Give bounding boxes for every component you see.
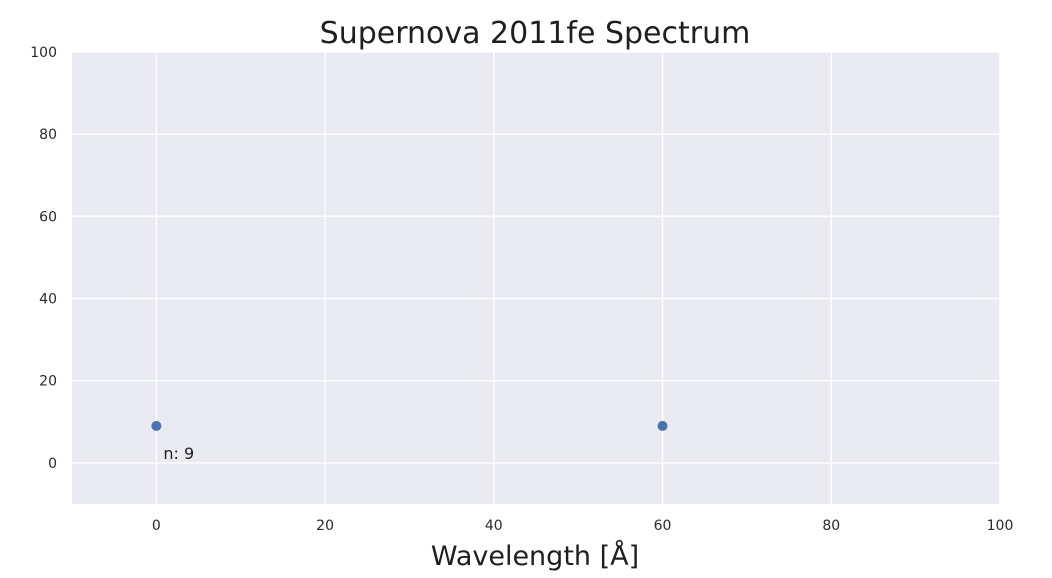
x-tick-label: 20 [316, 518, 334, 534]
x-tick-label: 40 [485, 518, 503, 534]
y-tick-label: 0 [48, 456, 57, 472]
y-tick-label: 80 [39, 127, 57, 143]
y-tick-label: 40 [39, 292, 57, 308]
x-tick-label: 0 [152, 518, 161, 534]
chart-title: Supernova 2011fe Spectrum [320, 16, 751, 51]
x-axis-label: Wavelength [Å] [431, 540, 639, 572]
x-tick-label: 60 [654, 518, 672, 534]
grid-lines [72, 51, 1001, 504]
point-annotation: n: 9 [163, 444, 194, 463]
annotations: n: 9 [163, 444, 194, 463]
data-points [151, 420, 668, 431]
y-tick-label: 60 [39, 209, 57, 225]
x-tick-label: 100 [987, 518, 1014, 534]
x-tick-label: 80 [822, 518, 840, 534]
data-point [657, 420, 668, 431]
data-point [151, 420, 162, 431]
tick-labels: 0 20 40 60 80 100 0 20 40 60 80 100 [30, 45, 1013, 534]
y-tick-label: 100 [30, 45, 57, 61]
plot-area [72, 52, 1000, 504]
y-tick-label: 20 [39, 374, 57, 390]
